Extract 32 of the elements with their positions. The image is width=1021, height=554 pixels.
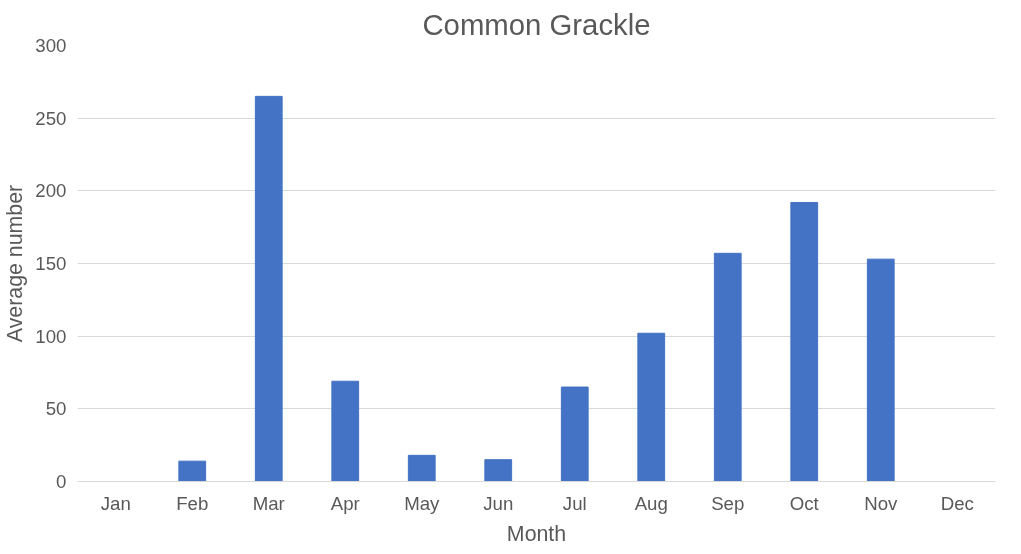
x-tick-label: Oct [789, 492, 820, 514]
x-tick-label: Jul [562, 492, 587, 514]
x-tick-label: Mar [252, 492, 285, 514]
bar [331, 380, 360, 482]
y-tick-label: 0 [56, 471, 67, 492]
y-axis-title: Average number [3, 184, 28, 343]
x-tick-label: Aug [634, 492, 668, 514]
y-tick-label: 200 [35, 180, 67, 202]
y-tick-label: 150 [35, 253, 67, 274]
x-tick-label: Apr [330, 492, 360, 514]
bar [407, 454, 436, 482]
x-axis-title: Month [506, 521, 567, 546]
x-tick-label: Nov [864, 492, 899, 514]
bar [484, 459, 513, 482]
bar [790, 201, 819, 482]
bar [637, 332, 666, 482]
bar [178, 460, 207, 482]
x-tick-label: May [404, 492, 441, 514]
x-tick-label: Dec [940, 492, 974, 514]
x-tick-label: Jun [483, 492, 514, 514]
bar [713, 252, 742, 482]
bar [866, 258, 895, 482]
x-tick-label: Feb [176, 492, 209, 514]
y-tick-label: 50 [45, 398, 67, 420]
chart-title: Common Grackle [422, 7, 651, 41]
y-tick-label: 100 [35, 325, 67, 347]
y-tick-label: 300 [35, 35, 67, 56]
y-tick-label: 250 [35, 107, 67, 129]
bar [254, 95, 283, 482]
x-tick-label: Jan [100, 492, 131, 514]
x-tick-label: Sep [711, 492, 745, 514]
bar [560, 386, 589, 482]
